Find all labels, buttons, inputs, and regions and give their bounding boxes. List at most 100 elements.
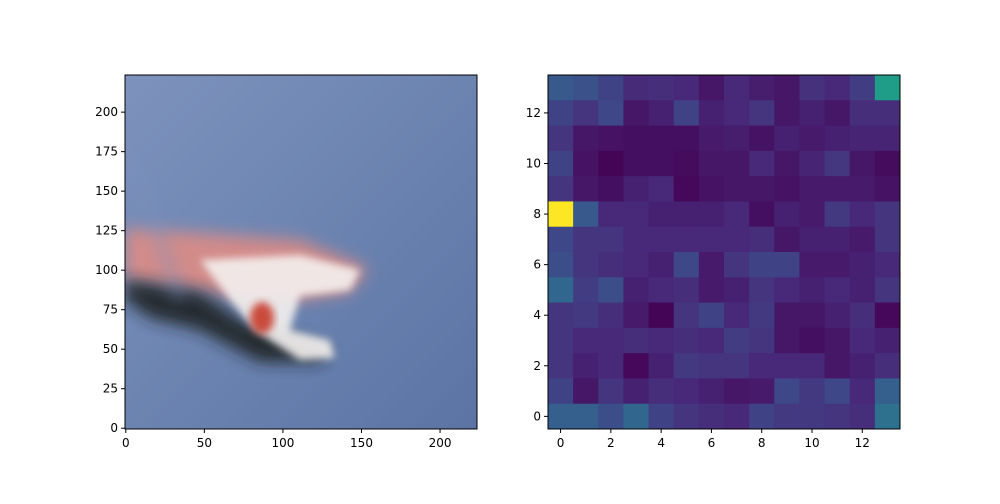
heatmap-cell bbox=[874, 378, 901, 405]
heatmap-cell bbox=[849, 125, 876, 152]
heatmap-cell bbox=[874, 403, 901, 430]
heatmap-cell bbox=[799, 252, 826, 278]
heatmap-cell bbox=[673, 125, 700, 152]
heatmap-cell bbox=[874, 75, 901, 101]
heatmap-y-tick-label: 10 bbox=[526, 157, 541, 171]
heatmap-cell bbox=[799, 327, 826, 354]
heatmap-cell bbox=[648, 302, 675, 329]
heatmap-cell bbox=[749, 302, 775, 329]
heatmap-cell bbox=[573, 277, 599, 304]
heatmap-cell bbox=[849, 226, 876, 253]
image-y-tick-label: 100 bbox=[95, 263, 118, 277]
heatmap-cell bbox=[849, 100, 876, 127]
heatmap-cell bbox=[598, 403, 624, 430]
image-frame bbox=[124, 74, 478, 430]
heatmap-cell bbox=[799, 378, 826, 405]
heatmap-cell bbox=[573, 327, 599, 354]
heatmap-cell bbox=[799, 176, 826, 202]
heatmap-cell bbox=[698, 403, 725, 430]
heatmap-cell bbox=[849, 201, 876, 228]
blurred-vehicle bbox=[125, 148, 368, 362]
heatmap-cell bbox=[548, 75, 574, 101]
heatmap-cell bbox=[548, 327, 574, 354]
heatmap-cell bbox=[849, 327, 876, 354]
image-y-tick-label: 200 bbox=[95, 105, 118, 119]
image-y-axis: 0 25 50 75 100 125 150 175 200 bbox=[95, 105, 125, 435]
heatmap-cell bbox=[724, 226, 750, 253]
heatmap-y-tick-label: 0 bbox=[533, 409, 541, 423]
heatmap-cell bbox=[724, 176, 750, 202]
heatmap-cell bbox=[749, 277, 775, 304]
heatmap-cell bbox=[874, 176, 901, 202]
heatmap-cell bbox=[648, 277, 675, 304]
heatmap-cell bbox=[598, 277, 624, 304]
image-y-tick-label: 25 bbox=[103, 382, 118, 396]
heatmap-cell bbox=[673, 176, 700, 202]
heatmap-cell bbox=[749, 176, 775, 202]
heatmap-cell bbox=[598, 201, 624, 228]
heatmap-cell bbox=[874, 302, 901, 329]
heatmap-cell bbox=[774, 403, 800, 430]
heatmap-cell bbox=[623, 75, 650, 101]
heatmap-cell bbox=[749, 75, 775, 101]
heatmap-cell bbox=[673, 277, 700, 304]
heatmap-cell bbox=[623, 150, 650, 177]
heatmap-cell bbox=[598, 176, 624, 202]
heatmap-cell bbox=[548, 277, 574, 304]
heatmap-cell bbox=[698, 226, 725, 253]
heatmap-cell bbox=[849, 75, 876, 101]
heatmap-cell bbox=[724, 353, 750, 379]
heatmap-cell bbox=[824, 176, 851, 202]
image-x-tick-label: 150 bbox=[350, 436, 373, 450]
heatmap-cell bbox=[698, 75, 725, 101]
heatmap-cell bbox=[698, 277, 725, 304]
heatmap-cell bbox=[849, 403, 876, 430]
image-y-tick-label: 0 bbox=[110, 421, 118, 435]
heatmap-y-tick-label: 4 bbox=[533, 308, 541, 322]
heatmap-x-tick-label: 2 bbox=[607, 436, 615, 450]
heatmap-cell bbox=[623, 201, 650, 228]
heatmap-cell bbox=[724, 201, 750, 228]
heatmap-cell bbox=[598, 353, 624, 379]
heatmap-cell bbox=[849, 353, 876, 379]
heatmap-cell bbox=[749, 150, 775, 177]
heatmap-cell bbox=[548, 100, 574, 127]
heatmap-cell bbox=[573, 378, 599, 405]
heatmap-cell bbox=[824, 327, 851, 354]
heatmap-cell bbox=[573, 201, 599, 228]
heatmap-cell bbox=[648, 378, 675, 405]
heatmap-cell bbox=[749, 378, 775, 405]
heatmap-cell bbox=[648, 75, 675, 101]
heatmap-cell bbox=[874, 277, 901, 304]
heatmap-cell bbox=[623, 226, 650, 253]
heatmap-cell bbox=[673, 403, 700, 430]
heatmap-cell bbox=[799, 226, 826, 253]
heatmap-cell bbox=[849, 176, 876, 202]
heatmap-cell bbox=[598, 75, 624, 101]
heatmap-cell bbox=[774, 176, 800, 202]
heatmap-cell bbox=[598, 252, 624, 278]
heatmap-cell bbox=[673, 201, 700, 228]
heatmap-cell bbox=[598, 226, 624, 253]
heatmap-cell bbox=[874, 353, 901, 379]
heatmap-cell bbox=[724, 302, 750, 329]
heatmap-cell bbox=[673, 226, 700, 253]
heatmap-cell bbox=[874, 100, 901, 127]
heatmap-cell bbox=[799, 100, 826, 127]
heatmap-cell bbox=[698, 353, 725, 379]
heatmap-cell bbox=[598, 100, 624, 127]
heatmap-y-tick-label: 6 bbox=[533, 258, 541, 272]
heatmap-cell bbox=[573, 353, 599, 379]
heatmap-cell bbox=[648, 226, 675, 253]
heatmap-cell bbox=[724, 125, 750, 152]
heatmap-cell bbox=[749, 403, 775, 430]
heatmap-cell bbox=[749, 125, 775, 152]
heatmap-cell bbox=[623, 100, 650, 127]
heatmap-cell bbox=[874, 327, 901, 354]
heatmap-cell bbox=[573, 100, 599, 127]
heatmap-cell bbox=[598, 378, 624, 405]
heatmap-cell bbox=[673, 150, 700, 177]
heatmap-cell bbox=[874, 125, 901, 152]
heatmap-cell bbox=[824, 302, 851, 329]
heatmap-cell bbox=[648, 150, 675, 177]
